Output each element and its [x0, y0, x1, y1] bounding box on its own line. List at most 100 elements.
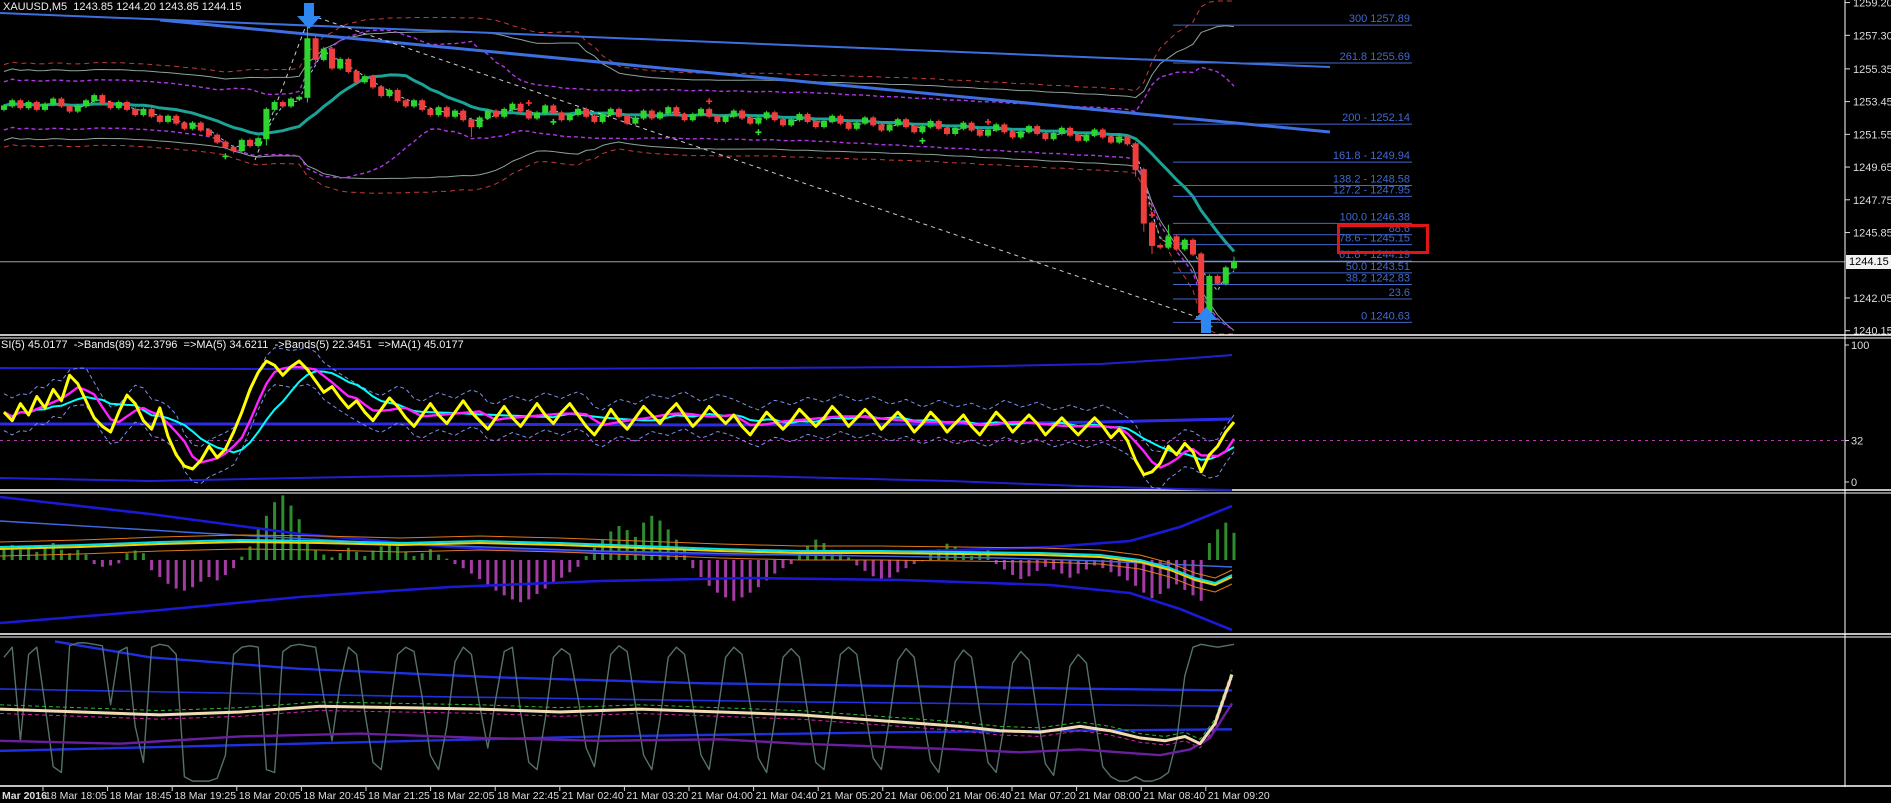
histogram-bar-up: [133, 550, 137, 560]
candle-down: [353, 70, 360, 83]
indicator3-panel[interactable]: [0, 640, 1235, 782]
candle-up: [320, 48, 327, 60]
candle-down: [370, 76, 376, 88]
candle-down: [837, 115, 844, 124]
candle-down: [673, 107, 680, 116]
indicator1-panel[interactable]: [0, 346, 1845, 491]
candle-up: [361, 76, 368, 83]
candle-up: [263, 108, 270, 140]
histogram-bar-down: [174, 560, 178, 589]
candle-down: [1190, 239, 1196, 255]
histogram-bar-down: [232, 560, 236, 569]
price-axis-label: 1251.55: [1853, 129, 1891, 141]
histogram-bar-up: [961, 551, 965, 560]
candle-up: [927, 120, 934, 128]
histogram-bar-down: [560, 560, 564, 578]
histogram-bar-up: [125, 553, 129, 560]
time-axis-label: 21 Mar 04:40: [756, 790, 818, 802]
candle-down: [493, 110, 499, 117]
candle-down: [739, 110, 745, 119]
histogram-bar-up: [314, 549, 318, 560]
price-axis-label: 1249.65: [1853, 162, 1891, 174]
histogram-bar-down: [1076, 560, 1080, 574]
price-axis-label: 1259.20: [1853, 0, 1891, 10]
candle-up: [1050, 132, 1057, 140]
candle-up: [296, 96, 303, 100]
time-axis-label: 18 Mar 20:45: [303, 790, 365, 802]
histogram-bar-down: [1093, 560, 1097, 566]
candle-up: [337, 58, 344, 69]
candle-down: [394, 89, 401, 102]
histogram-bar-up: [1224, 522, 1228, 560]
price-axis[interactable]: 1259.20 1257.30 1255.35 1253.45 1251.55 1249.…: [1844, 0, 1891, 787]
candle-up: [730, 110, 737, 117]
candle-down: [878, 124, 885, 131]
candle-up: [304, 38, 311, 98]
candle-down: [1149, 222, 1155, 246]
time-axis-label: 18 Mar 22:05: [433, 790, 495, 802]
candle-down: [591, 115, 598, 122]
candle-down: [230, 146, 237, 152]
histogram-bar-up: [355, 551, 359, 560]
candle-up: [484, 110, 491, 119]
histogram-bar-down: [1117, 560, 1121, 577]
histogram-bar-up: [51, 543, 55, 560]
histogram-bar-down: [1002, 560, 1006, 570]
candle-down: [173, 115, 180, 124]
histogram-bar-down: [855, 560, 859, 566]
candle-down: [976, 129, 983, 136]
candle-down: [427, 108, 434, 116]
histogram-bar-down: [732, 560, 736, 601]
candle-up: [657, 112, 663, 119]
candle-up: [509, 103, 516, 110]
candle-down: [845, 122, 852, 129]
candle-down: [329, 48, 335, 69]
candle-down: [1173, 236, 1180, 250]
candle-down: [771, 112, 778, 121]
histogram-bar-up: [445, 558, 449, 560]
histogram-bar-up: [797, 553, 801, 560]
candle-up: [91, 95, 98, 102]
candle-down: [378, 86, 385, 97]
candle-down: [550, 105, 557, 114]
candle-up: [255, 138, 262, 147]
candle-down: [944, 127, 950, 134]
candle-up: [689, 114, 696, 121]
histogram-bar-up: [338, 553, 342, 560]
candle-up: [862, 117, 868, 124]
histogram-bar-down: [1084, 560, 1088, 570]
candle-down: [1042, 132, 1049, 140]
candles: [1, 25, 1237, 323]
time-axis-label: 21 Mar 09:20: [1208, 790, 1270, 802]
histogram-bar-down: [1158, 560, 1162, 594]
candle-up: [476, 117, 483, 128]
histogram-bar-up: [346, 547, 350, 560]
candle-down: [1099, 129, 1106, 138]
histogram-bar-down: [199, 560, 203, 582]
histogram-bar-up: [43, 547, 47, 560]
candle-down: [1124, 136, 1131, 145]
indicator2-panel[interactable]: [0, 495, 1236, 632]
indicator1-label: SI(5) 45.0177 ->Bands(89) 42.3796 =>MA(5…: [1, 339, 464, 351]
fib-label: 200 - 1252.14: [1342, 112, 1410, 124]
candle-down: [33, 101, 40, 110]
candle-up: [698, 108, 704, 116]
price-axis-label: 1247.75: [1853, 195, 1891, 207]
histogram-bar-up: [297, 519, 301, 560]
histogram-bar-up: [141, 553, 145, 560]
indicator1-axis[interactable]: 100 32 0: [1845, 340, 1869, 489]
signal-arrows: [297, 3, 1218, 333]
histogram-bar-down: [478, 560, 482, 580]
candle-up: [665, 107, 672, 114]
fib-label: 0 1240.63: [1361, 310, 1410, 322]
candle-down: [517, 103, 524, 112]
histogram-bar-down: [109, 560, 113, 566]
histogram-bar-down: [223, 560, 227, 575]
candle-down: [206, 129, 212, 136]
histogram-bar-up: [1232, 532, 1236, 560]
candle-up: [1091, 129, 1098, 136]
histogram-bar-down: [486, 560, 490, 585]
histogram-bar-down: [461, 560, 465, 569]
